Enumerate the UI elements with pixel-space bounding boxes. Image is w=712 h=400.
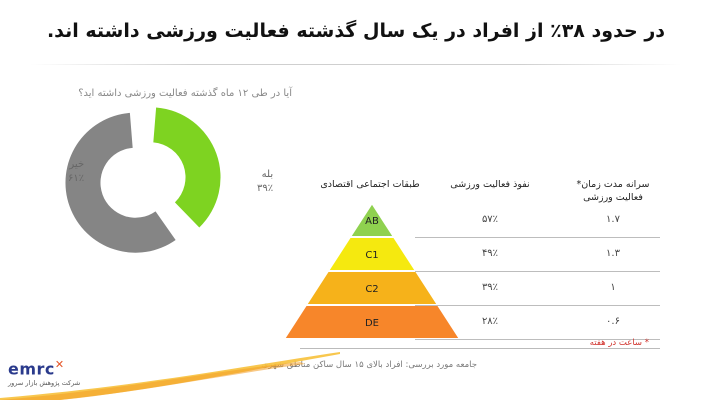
row-divider	[415, 271, 660, 272]
pyramid-chart: AB C1 C2 DE	[282, 203, 462, 340]
slide-title: در حدود ۳۸٪ از افراد در یک سال گذشته فعا…	[46, 20, 666, 42]
pyramid-label-c2: C2	[365, 284, 378, 295]
pie-question: آیا در طی ۱۲ ماه گذشته فعالیت ورزشی داشت…	[78, 88, 292, 99]
row-divider	[415, 339, 660, 340]
penetration-value: ۵۷٪	[481, 214, 499, 225]
pie-slice-no	[65, 112, 176, 253]
pyramid-label-de: DE	[365, 318, 379, 329]
pyramid-label-c1: C1	[365, 250, 378, 261]
penetration-value: ۲۸٪	[481, 316, 499, 327]
time-value: ۱.۳	[606, 248, 620, 259]
pie-no-legend: خیر ۶۱٪	[68, 158, 84, 186]
pie-no-value: ۶۱٪	[68, 173, 85, 184]
row-divider	[415, 237, 660, 238]
emrc-logo: emrc✕ شرکت پژوهش بازار سرور	[8, 358, 80, 387]
time-value: ۱.۷	[606, 214, 620, 225]
col-head-class: طبقات اجتماعی اقتصادی	[320, 179, 420, 190]
pie-slice-yes	[153, 107, 221, 228]
decorative-swoosh	[0, 352, 340, 400]
title-divider	[30, 64, 682, 65]
footer-divider	[300, 348, 660, 349]
logo-mark-icon: ✕	[54, 358, 65, 371]
pie-no-label: خیر	[69, 159, 85, 170]
row-divider	[415, 305, 660, 306]
logo-word: emrc✕	[8, 358, 65, 379]
col-head-penetration: نفوذ فعالیت ورزشی	[450, 179, 530, 190]
pie-yes-value: ۳۹٪	[257, 183, 274, 194]
donut-chart	[65, 107, 221, 253]
footnote-unit: * ساعت در هفته	[589, 338, 649, 348]
footnote-population: جامعه مورد بررسی: افراد بالای ۱۵ سال ساک…	[261, 360, 477, 370]
time-value: ۱	[610, 282, 616, 293]
penetration-value: ۴۹٪	[481, 248, 499, 259]
pyramid-label-ab: AB	[365, 216, 379, 227]
col-head-time: سرانه مدت زمان* فعالیت ورزشی	[576, 179, 650, 203]
penetration-value: ۳۹٪	[481, 282, 499, 293]
pie-yes-legend: بله ۳۹٪	[257, 168, 273, 196]
pie-yes-label: بله	[261, 169, 274, 180]
time-value: ۰.۶	[606, 316, 620, 327]
logo-subtitle: شرکت پژوهش بازار سرور	[8, 379, 81, 388]
